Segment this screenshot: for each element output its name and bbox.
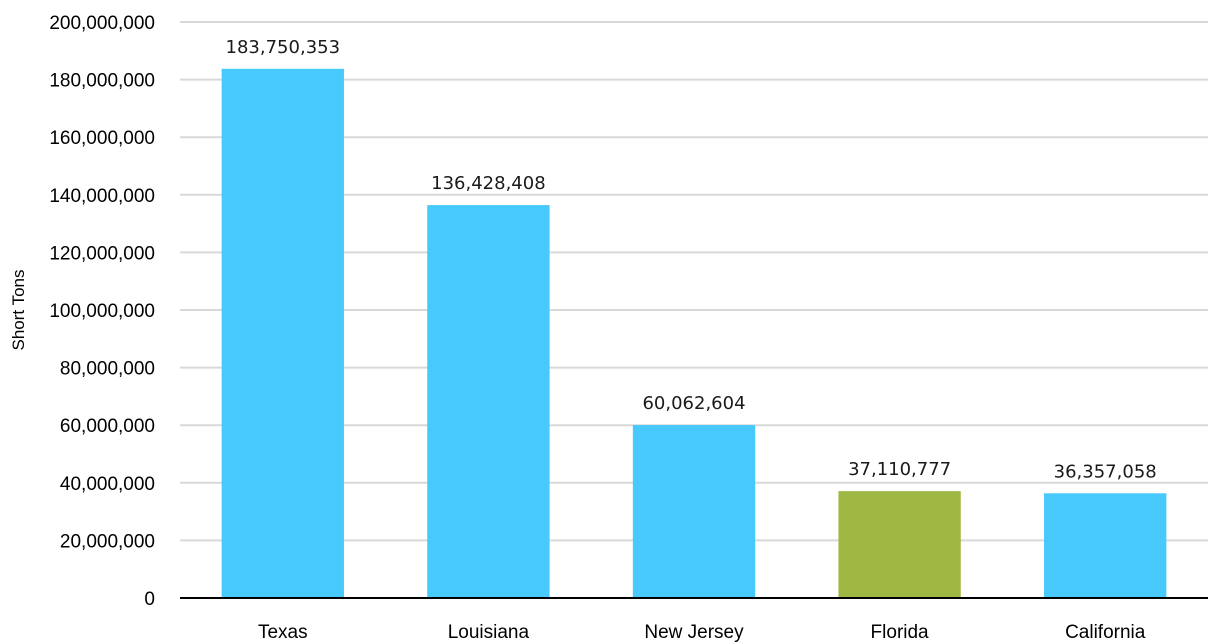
bar — [632, 425, 756, 598]
data-label: 37,110,777 — [848, 459, 951, 480]
x-tick-label: Florida — [871, 622, 930, 643]
y-tick-label: 120,000,000 — [49, 243, 155, 264]
bar — [221, 68, 344, 599]
gridlines — [180, 21, 1208, 542]
y-tick-label: 60,000,000 — [60, 416, 155, 437]
data-label: 183,750,353 — [226, 37, 341, 58]
bar — [427, 205, 550, 598]
y-tick-label: 100,000,000 — [49, 301, 155, 322]
y-tick-label: 80,000,000 — [60, 359, 155, 380]
x-tick-label: Louisiana — [448, 622, 530, 643]
y-tick-label: 160,000,000 — [49, 128, 155, 149]
y-tick-label: 140,000,000 — [49, 186, 155, 207]
data-labels: 183,750,353 136,428,408 60,062,604 37,110,7… — [226, 37, 1157, 482]
y-tick-label: 180,000,000 — [49, 71, 155, 92]
bar — [838, 491, 961, 598]
y-axis-tick-labels: 0 20,000,000 40,000,000 60,000,000 80,000,00… — [49, 13, 155, 610]
y-tick-label: 200,000,000 — [49, 13, 155, 34]
y-tick-label: 20,000,000 — [60, 531, 155, 552]
y-tick-label: 40,000,000 — [60, 474, 155, 495]
x-tick-label: Texas — [258, 622, 308, 643]
x-tick-label: New Jersey — [644, 622, 744, 643]
bar — [1044, 493, 1167, 598]
data-label: 136,428,408 — [431, 173, 546, 194]
x-axis-category-labels: Texas Louisiana New Jersey Florida Californi… — [258, 622, 1146, 643]
y-tick-label: 0 — [144, 589, 155, 610]
x-tick-label: California — [1065, 622, 1146, 643]
data-label: 60,062,604 — [642, 393, 745, 414]
y-axis-title: Short Tons — [9, 270, 28, 351]
bars — [221, 68, 1167, 599]
data-label: 36,357,058 — [1054, 461, 1157, 482]
